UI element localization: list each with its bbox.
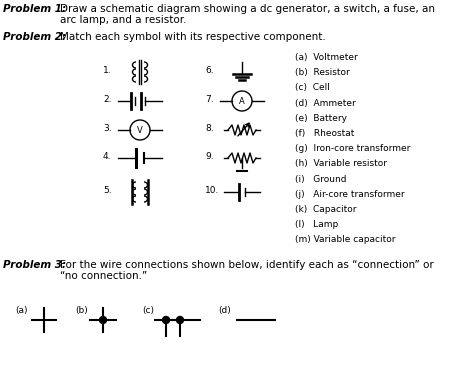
- Text: (b)  Resistor: (b) Resistor: [295, 68, 350, 77]
- Text: (c)  Cell: (c) Cell: [295, 83, 330, 92]
- Text: arc lamp, and a resistor.: arc lamp, and a resistor.: [60, 15, 186, 25]
- Text: (m) Variable capacitor: (m) Variable capacitor: [295, 235, 395, 244]
- Text: (k)  Capacitor: (k) Capacitor: [295, 205, 356, 214]
- Text: For the wire connections shown below, identify each as “connection” or: For the wire connections shown below, id…: [60, 260, 434, 270]
- Text: Problem 1:: Problem 1:: [3, 4, 66, 14]
- Text: Draw a schematic diagram showing a dc generator, a switch, a fuse, an: Draw a schematic diagram showing a dc ge…: [60, 4, 435, 14]
- Text: 3.: 3.: [103, 124, 111, 133]
- Text: 7.: 7.: [205, 95, 214, 104]
- Text: (c): (c): [142, 306, 154, 315]
- Text: (a)  Voltmeter: (a) Voltmeter: [295, 53, 358, 62]
- Text: 2.: 2.: [103, 95, 111, 104]
- Text: Problem 2:: Problem 2:: [3, 32, 66, 42]
- Circle shape: [163, 316, 170, 323]
- Text: (d)  Ammeter: (d) Ammeter: [295, 99, 356, 108]
- Text: (b): (b): [76, 306, 88, 315]
- Text: (h)  Variable resistor: (h) Variable resistor: [295, 159, 387, 168]
- Text: A: A: [239, 97, 245, 106]
- Text: 9.: 9.: [205, 152, 214, 161]
- Text: 6.: 6.: [205, 66, 214, 75]
- Circle shape: [100, 316, 107, 323]
- Text: Problem 3:: Problem 3:: [3, 260, 66, 270]
- Text: (a): (a): [16, 306, 28, 315]
- Text: 5.: 5.: [103, 186, 111, 195]
- Text: (e)  Battery: (e) Battery: [295, 114, 347, 123]
- Text: V: V: [137, 126, 143, 135]
- Text: Match each symbol with its respective component.: Match each symbol with its respective co…: [60, 32, 326, 42]
- Text: 1.: 1.: [103, 66, 111, 75]
- Text: 4.: 4.: [103, 152, 111, 161]
- Text: (i)   Ground: (i) Ground: [295, 175, 346, 184]
- Circle shape: [176, 316, 183, 323]
- Text: “no connection.”: “no connection.”: [60, 271, 147, 281]
- Text: (f)   Rheostat: (f) Rheostat: [295, 129, 355, 138]
- Text: (l)   Lamp: (l) Lamp: [295, 220, 338, 229]
- Text: 8.: 8.: [205, 124, 214, 133]
- Text: (j)   Air-core transformer: (j) Air-core transformer: [295, 190, 405, 199]
- Text: (d): (d): [219, 306, 231, 315]
- Text: 10.: 10.: [205, 186, 219, 195]
- Text: (g)  Iron-core transformer: (g) Iron-core transformer: [295, 144, 410, 153]
